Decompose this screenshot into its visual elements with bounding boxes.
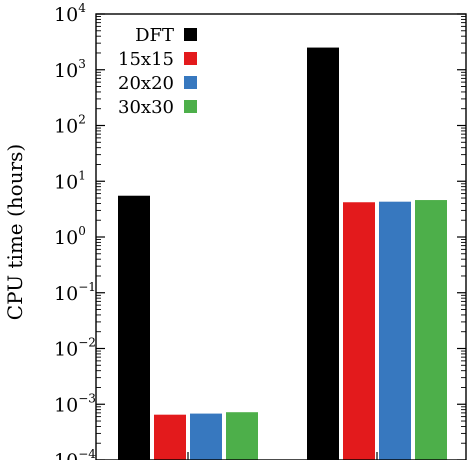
y-tick-label: 100 [54,224,86,249]
bar-dft-anharmonic [307,47,339,460]
y-tick-label: 10−2 [54,336,96,361]
bars [118,47,447,460]
y-tick-label: 10−3 [54,391,96,416]
legend-swatch [184,100,197,113]
bar-20x20-anharmonic [379,201,411,460]
bar-20x20-harmonic [190,413,222,460]
bar-15x15-anharmonic [343,202,375,460]
y-axis: 104 103 102 101 100 10−1 10−2 10−3 10−4 [54,1,466,460]
legend-label: DFT [135,25,174,46]
legend-swatch [184,52,197,65]
legend-label: 15x15 [118,49,174,70]
legend-label: 30x30 [118,97,174,118]
y-tick-label: 10−4 [54,447,96,460]
y-tick-label: 104 [54,1,86,26]
y-axis-label: CPU time (hours) [3,144,27,320]
bar-15x15-harmonic [154,414,186,460]
x-category-label: Harmonic [138,456,238,460]
bar-30x30-anharmonic [415,200,447,460]
y-tick-label: 103 [54,57,86,82]
y-tick-label: 101 [54,168,86,193]
legend-swatch [184,76,197,89]
bar-30x30-harmonic [226,412,258,460]
x-category-label: Anharmonic [314,456,438,460]
legend-swatch [184,28,197,41]
legend-label: 20x20 [118,73,174,94]
x-axis: Harmonic Anharmonic [138,452,439,460]
y-tick-label: 10−1 [54,280,96,305]
bar-dft-harmonic [118,195,150,460]
legend: DFT 15x15 20x20 30x30 [118,25,197,118]
y-tick-label: 102 [54,113,86,138]
plot-frame [95,13,467,460]
